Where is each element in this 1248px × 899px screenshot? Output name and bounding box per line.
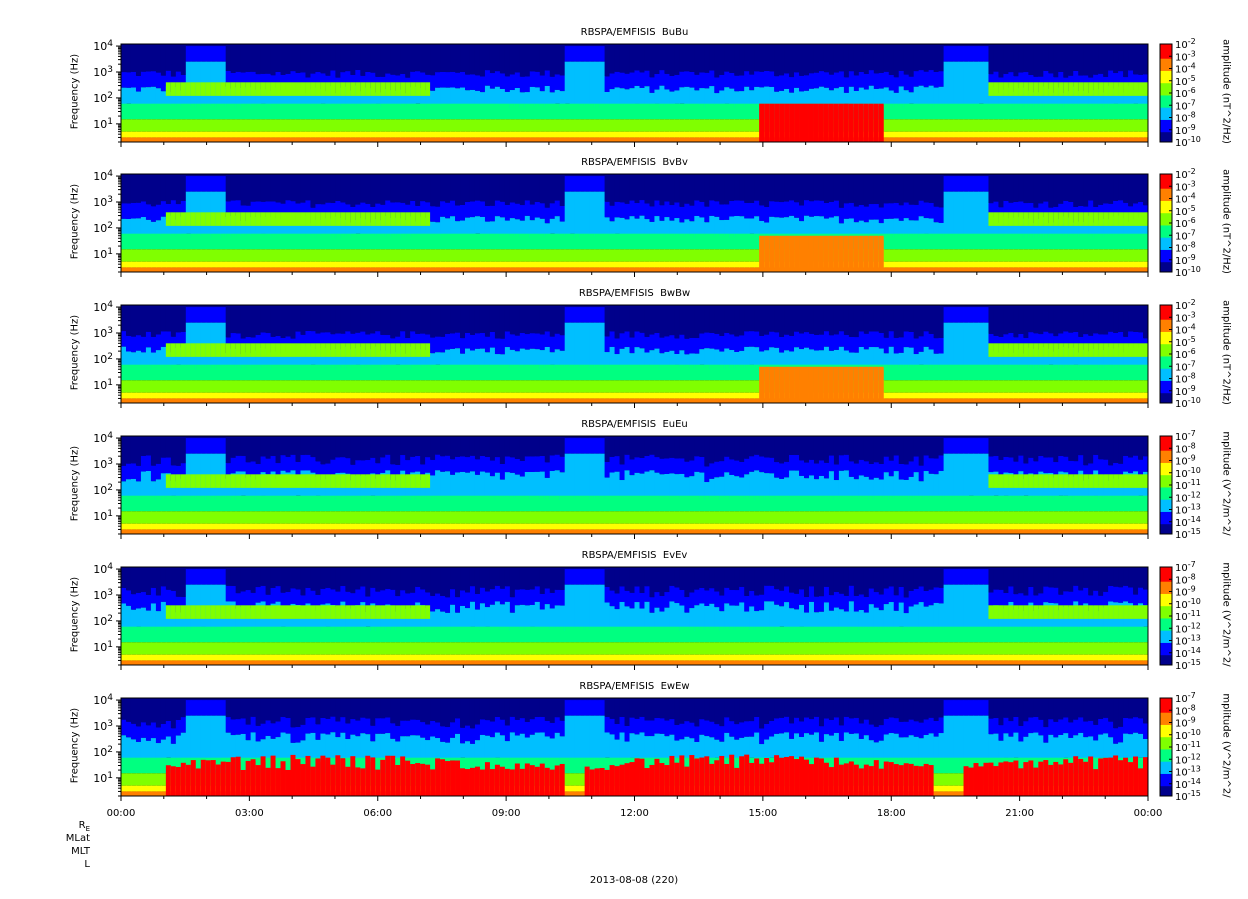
x-tick-label: 15:00 <box>748 808 778 819</box>
y-tick-label: 103 <box>93 195 113 209</box>
x-tick-label: 12:00 <box>620 808 649 819</box>
ephemeris-label-mlat: MLat <box>65 833 90 844</box>
y-tick-label: 102 <box>93 91 113 105</box>
colorbar: 10-710-810-910-1010-1110-1210-1310-1410-… <box>1159 691 1201 803</box>
panel-title: RBSPA/EMFISIS EwEw <box>579 681 690 692</box>
ephemeris-label-re: RE <box>78 820 90 833</box>
colorbar: 10-210-310-410-510-610-710-810-910-10 <box>1159 167 1201 279</box>
x-tick-label: 00:00 <box>106 808 136 819</box>
ephemeris-label-mlt: MLT <box>71 846 90 857</box>
x-tick-label: 06:00 <box>363 808 393 819</box>
colorbar: 10-210-310-410-510-610-710-810-910-10 <box>1159 37 1201 149</box>
y-tick-label: 101 <box>93 117 113 131</box>
colorbar: 10-710-810-910-1010-1110-1210-1310-1410-… <box>1159 560 1201 672</box>
spectrogram-panel: 101 102 103 104 10-210-310-410-510-610-710-8… <box>93 298 1201 410</box>
x-tick-label: 03:00 <box>234 808 264 819</box>
colorbar-tick-label: 10-10 <box>1175 396 1201 410</box>
y-tick-label: 102 <box>93 352 113 366</box>
x-tick-label: 00:00 <box>1133 808 1163 819</box>
y-tick-label: 103 <box>93 719 113 733</box>
spectrogram-panel: 101 102 103 104 10-710-810-910-1010-1110-121… <box>93 429 1201 541</box>
y-tick-label: 103 <box>93 588 113 602</box>
spectrogram-image <box>121 174 1148 272</box>
spectrogram-image <box>121 567 1148 665</box>
y-tick-label: 102 <box>93 614 113 628</box>
spectrogram-image <box>121 305 1148 403</box>
date-label: 2013-08-08 (220) <box>589 875 679 886</box>
y-tick-label: 101 <box>93 640 113 654</box>
spectrogram-image <box>121 44 1148 142</box>
colorbar-tick-label: 10-10 <box>1175 135 1201 149</box>
spectrogram-panel: 101 102 103 104 10-710-810-910-1010-1110-121… <box>93 691 1201 803</box>
ephemeris-label-l: L <box>84 859 90 870</box>
y-tick-label: 104 <box>93 431 113 445</box>
colorbar: 10-210-310-410-510-610-710-810-910-10 <box>1159 298 1201 410</box>
panel-title: RBSPA/EMFISIS BvBv <box>581 157 688 168</box>
y-tick-label: 104 <box>93 300 113 314</box>
panel-title: RBSPA/EMFISIS EuEu <box>581 419 688 430</box>
colorbar-tick-label: 10-10 <box>1175 265 1201 279</box>
spectrogram-panel: 101 102 103 104 10-210-310-410-510-610-710-8… <box>93 37 1201 149</box>
colorbar-tick-label: 10-15 <box>1175 789 1201 803</box>
y-tick-label: 102 <box>93 745 113 759</box>
spectrogram-panel: 101 102 103 104 10-710-810-910-1010-1110-121… <box>93 560 1201 672</box>
colorbar-tick-label: 10-15 <box>1175 658 1201 672</box>
colorbar: 10-710-810-910-1010-1110-1210-1310-1410-… <box>1159 429 1201 541</box>
y-tick-label: 102 <box>93 221 113 235</box>
y-tick-label: 103 <box>93 65 113 79</box>
spectrogram-image <box>121 698 1148 796</box>
y-tick-label: 101 <box>93 509 113 523</box>
x-tick-label: 21:00 <box>1005 808 1035 819</box>
panel-title: RBSPA/EMFISIS BuBu <box>580 27 689 38</box>
panel-title: RBSPA/EMFISIS EvEv <box>581 550 688 561</box>
spectrogram-panel: 101 102 103 104 10-210-310-410-510-610-710-8… <box>93 167 1201 279</box>
x-tick-label: 09:00 <box>491 808 521 819</box>
y-tick-label: 103 <box>93 457 113 471</box>
y-tick-label: 104 <box>93 39 113 53</box>
y-tick-label: 102 <box>93 483 113 497</box>
y-tick-label: 104 <box>93 693 113 707</box>
spectrogram-image <box>121 436 1148 534</box>
panel-title: RBSPA/EMFISIS BwBw <box>578 288 691 299</box>
y-tick-label: 101 <box>93 378 113 392</box>
colorbar-tick-label: 10-15 <box>1175 527 1201 541</box>
y-tick-label: 104 <box>93 169 113 183</box>
y-tick-label: 101 <box>93 247 113 261</box>
y-tick-label: 104 <box>93 562 113 576</box>
x-tick-label: 18:00 <box>876 808 906 819</box>
y-tick-label: 103 <box>93 326 113 340</box>
y-tick-label: 101 <box>93 771 113 785</box>
